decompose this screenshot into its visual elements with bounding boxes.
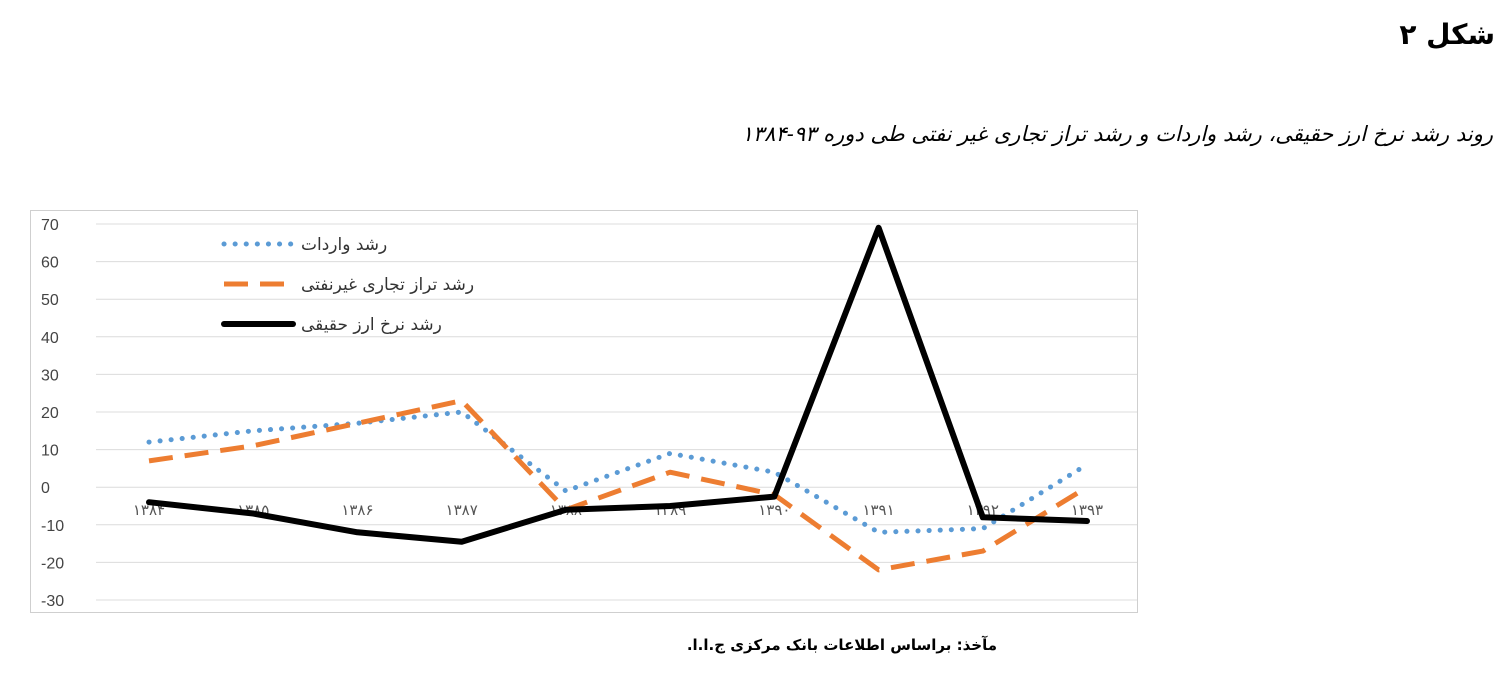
y-tick-label: 0 [41, 480, 50, 497]
chart-frame: 70 60 50 40 30 20 10 0 -10 -20 -30 ۱۳۸۴ ۱۳۸۵ ۱۳۸۶ ۱۳۸… [30, 210, 1138, 613]
legend-label-2: رشد نرخ ارز حقیقی [301, 315, 442, 335]
x-tick-label: ۱۳۸۶ [341, 501, 373, 519]
y-tick-label: -20 [41, 555, 64, 572]
series-line-2 [146, 224, 1090, 545]
series-line-0 [146, 409, 1090, 535]
y-tick-label: 50 [41, 292, 59, 309]
legend-label-1: رشد تراز تجاری غیرنفتی [301, 275, 474, 295]
series-layer [146, 224, 1090, 573]
source-note: مآخذ: براساس اطلاعات بانک مرکزی ج.ا.ا. [686, 636, 997, 654]
legend-label-0: رشد واردات [301, 235, 387, 255]
x-tick-label: ۱۳۹۱ [862, 501, 894, 519]
y-tick-label: -10 [41, 518, 64, 535]
y-tick-label: -30 [41, 593, 64, 610]
y-tick-label: 40 [41, 330, 59, 347]
x-tick-label: ۱۳۹۳ [1071, 501, 1103, 519]
x-tick-label: ۱۳۸۷ [446, 501, 478, 519]
y-tick-label: 60 [41, 255, 59, 272]
series-line-1 [148, 398, 1089, 573]
legend: رشد واردات رشد تراز تجاری غیرنفتی رشد نرخ … [221, 235, 474, 335]
y-axis-ticks: 70 60 50 40 30 20 10 0 -10 -20 -30 [41, 217, 64, 610]
y-tick-label: 20 [41, 405, 59, 422]
y-tick-label: 10 [41, 443, 59, 460]
y-tick-label: 70 [41, 217, 59, 234]
figure-caption: روند رشد نرخ ارز حقیقی، رشد واردات و رشد… [741, 122, 1493, 146]
x-tick-label: ۱۳۹۰ [758, 501, 790, 519]
grid-layer [96, 223, 1137, 601]
figure-label: شکل ۲ [1399, 18, 1495, 51]
y-tick-label: 30 [41, 367, 59, 384]
